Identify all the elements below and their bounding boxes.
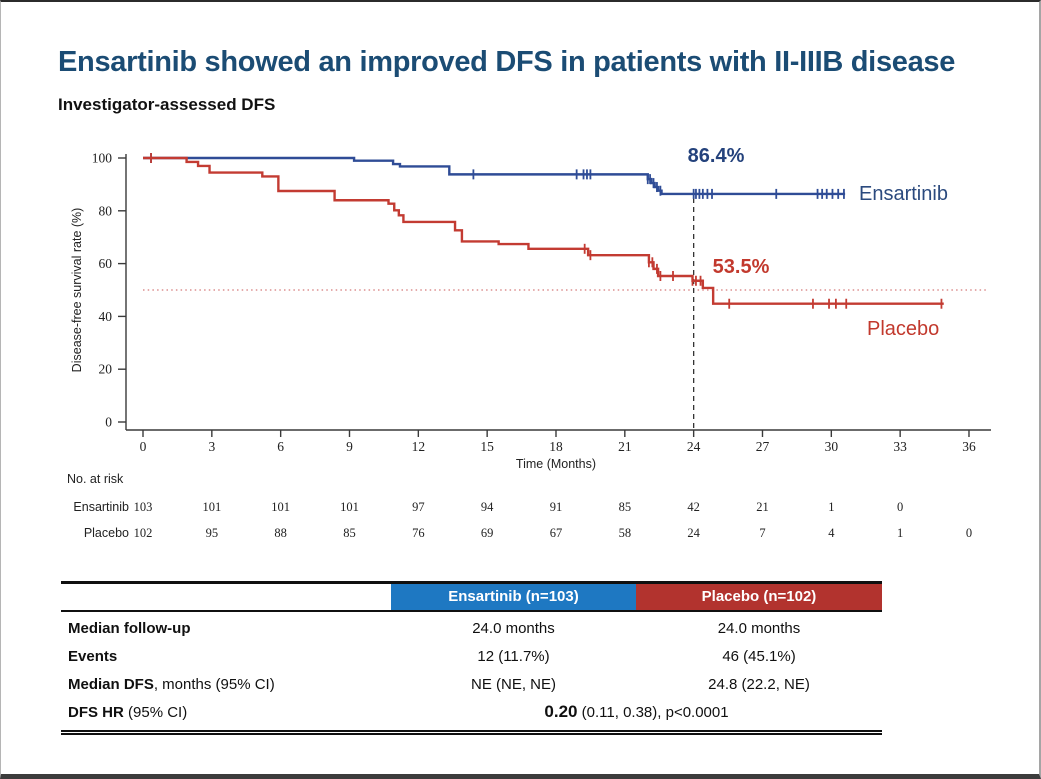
x-tick-label: 18 [549, 439, 563, 454]
x-tick-label: 9 [346, 439, 353, 454]
risk-count: 88 [274, 526, 287, 540]
row-label: DFS HR (95% CI) [68, 703, 188, 721]
risk-count: 1 [897, 526, 904, 540]
risk-count: 4 [828, 526, 835, 540]
x-tick-label: 3 [208, 439, 215, 454]
cell-value: 24.0 months [717, 619, 801, 637]
summary-table-body: Median follow-up 24.0 months 24.0 months Ev… [61, 612, 882, 730]
ensartinib-rate-annotation: 86.4% [687, 145, 745, 167]
risk-count: 7 [759, 526, 766, 540]
risk-count: 101 [271, 500, 291, 514]
cell-value: NE (NE, NE) [470, 675, 556, 693]
risk-count: 42 [687, 500, 700, 514]
risk-count: 85 [343, 526, 356, 540]
x-tick-label: 30 [825, 439, 839, 454]
row-label: Median DFS, months (95% CI) [68, 675, 275, 693]
y-tick-label: 40 [99, 309, 113, 324]
risk-count: 97 [412, 500, 425, 514]
y-axis-title: Disease-free survival rate (%) [70, 208, 84, 373]
row-label: Events [68, 647, 118, 665]
risk-count: 1 [828, 500, 835, 514]
risk-count: 101 [340, 500, 359, 514]
page-title: Ensartinib showed an improved DFS in pat… [58, 46, 956, 78]
summary-header-placebo: Placebo (n=102) [636, 584, 882, 610]
row-label: Median follow-up [68, 619, 191, 637]
risk-count: 91 [549, 500, 563, 514]
cell-value: 24.0 months [472, 619, 555, 637]
risk-count: 101 [202, 500, 222, 514]
risk-row-label-ensartinib: Ensartinib [73, 500, 129, 514]
x-tick-label: 36 [962, 439, 976, 454]
placebo-curve [143, 156, 944, 305]
x-tick-label: 0 [140, 439, 147, 454]
risk-count: 0 [897, 500, 904, 514]
cell-value: 46 (45.1%) [722, 647, 796, 665]
risk-count: 69 [480, 526, 494, 540]
summary-table: Ensartinib (n=103) Placebo (n=102) Media… [61, 581, 882, 735]
x-tick-label: 15 [480, 439, 494, 454]
risk-count: 21 [756, 500, 769, 514]
risk-count: 94 [480, 500, 494, 514]
placebo-censor-marks [146, 153, 943, 309]
risk-count: 85 [618, 500, 632, 514]
risk-count: 95 [205, 526, 219, 540]
x-tick-label: 21 [618, 439, 632, 454]
table-row: Median follow-up 24.0 months 24.0 months [61, 614, 882, 642]
table-row: Events 12 (11.7%) 46 (45.1%) [61, 642, 882, 670]
risk-count: 102 [133, 526, 153, 540]
y-tick-label: 60 [99, 256, 113, 271]
x-tick-label: 12 [412, 439, 426, 454]
y-tick-label: 80 [99, 203, 113, 218]
risk-count: 0 [965, 526, 973, 540]
cell-value: 24.8 (22.2, NE) [708, 675, 810, 693]
cell-value: 12 (11.7%) [477, 647, 550, 665]
risk-count: 58 [618, 526, 632, 540]
x-tick-label: 33 [893, 439, 907, 454]
placebo-rate-annotation: 53.5% [712, 256, 770, 278]
y-tick-label: 100 [92, 151, 113, 166]
ensartinib-series-label: Ensartinib [859, 183, 948, 205]
table-row: DFS HR (95% CI) 0.20 (0.11, 0.38), p<0.00… [61, 698, 882, 726]
risk-row-label-placebo: Placebo [83, 526, 129, 540]
subtitle: Investigator-assessed DFS [58, 95, 276, 114]
placebo-step-path [143, 156, 944, 305]
table-row: Median DFS, months (95% CI) NE (NE, NE) 24… [61, 670, 882, 698]
x-tick-label: 6 [277, 439, 284, 454]
summary-header-blank-cell [61, 584, 391, 610]
risk-count: 76 [412, 526, 425, 540]
x-tick-label: 24 [687, 439, 701, 454]
summary-header-ensartinib: Ensartinib (n=103) [391, 584, 636, 610]
x-tick-label: 27 [756, 439, 770, 454]
y-tick-label: 20 [99, 362, 113, 377]
summary-table-header: Ensartinib (n=103) Placebo (n=102) [61, 581, 882, 612]
risk-count: 67 [549, 526, 563, 540]
y-tick-label: 0 [105, 415, 112, 430]
risk-count: 24 [687, 526, 700, 540]
number-at-risk-title: No. at risk [67, 472, 124, 486]
placebo-series-label: Placebo [867, 318, 940, 340]
x-axis-title: Time (Months) [516, 457, 596, 471]
risk-count: 103 [133, 500, 153, 514]
hazard-ratio-value: 0.20 (0.11, 0.38), p<0.0001 [544, 702, 729, 721]
